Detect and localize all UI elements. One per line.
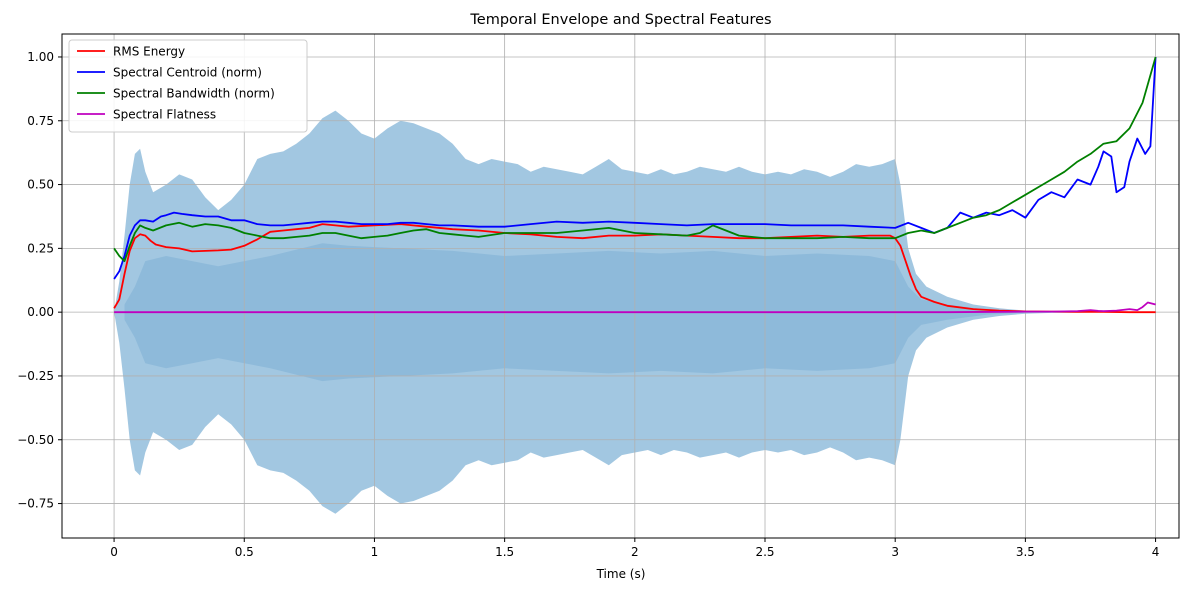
y-tick-label: 1.00 (27, 50, 54, 64)
x-tick-label: 1.5 (495, 545, 514, 559)
y-tick-label: 0.75 (27, 114, 54, 128)
plot-content (62, 34, 1179, 538)
chart-title: Temporal Envelope and Spectral Features (469, 12, 771, 28)
legend: RMS Energy Spectral Centroid (norm) Spectr… (68, 39, 308, 133)
x-tick-label: 2 (631, 545, 639, 559)
y-tick-label: 0.00 (27, 305, 54, 319)
axes-frame (61, 33, 1180, 539)
y-tick-label: −0.25 (17, 369, 54, 383)
series-line-2 (113, 56, 1157, 262)
legend-box (68, 39, 308, 133)
y-tick-label: 0.25 (27, 241, 54, 255)
legend-entry-label: Spectral Centroid (norm) (113, 66, 262, 80)
x-tick-label: 0.5 (235, 545, 254, 559)
axes: 0 0.5 1 1.5 2 2.5 3 3.5 4 −0.75 −0.50 −0.25 0.00 0.25… (17, 33, 1180, 559)
series-line-3 (114, 301, 1156, 314)
y-tick-label: −0.50 (17, 433, 54, 447)
legend-entry-label: RMS Energy (113, 45, 185, 59)
x-tick-label: 2.5 (755, 545, 774, 559)
y-tick-label: −0.75 (17, 497, 54, 511)
plot-area (62, 34, 1179, 538)
x-axis-label: Time (s) (596, 567, 646, 581)
x-tick-label: 3.5 (1016, 545, 1035, 559)
legend-entry-label: Spectral Bandwidth (norm) (113, 87, 275, 101)
x-tick-label: 4 (1152, 545, 1160, 559)
series-line-0 (113, 223, 1156, 314)
legend-entry-label: Spectral Flatness (113, 108, 216, 122)
x-tick-label: 3 (891, 545, 899, 559)
series-line-1 (113, 56, 1157, 280)
x-tick-label: 1 (371, 545, 379, 559)
x-tick-label: 0 (110, 545, 118, 559)
y-tick-label: 0.50 (27, 178, 54, 192)
